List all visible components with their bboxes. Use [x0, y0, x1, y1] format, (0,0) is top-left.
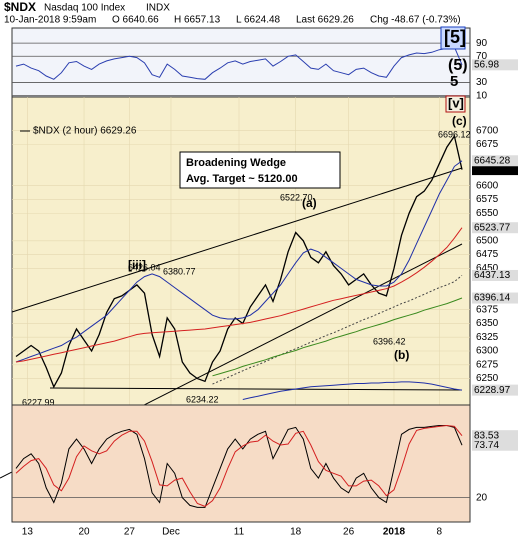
annotation: (a)	[302, 196, 317, 210]
trend-line	[11, 167, 463, 313]
y-tick-label: 10	[476, 90, 488, 101]
annotation: (5)	[448, 57, 468, 74]
y-tick-label: 6500	[476, 235, 499, 246]
note-box	[179, 151, 341, 189]
high: H 6657.13	[174, 15, 221, 26]
annotation: 6227.99	[22, 397, 55, 407]
x-tick-label: 27	[124, 527, 136, 538]
last-value-label: 6629.26	[474, 164, 511, 175]
wave-box	[445, 95, 466, 113]
x-tick-label: 11	[234, 527, 245, 538]
y-tick-label: 6375	[476, 304, 499, 315]
series-line	[242, 381, 463, 400]
x-tick-label: 2018	[383, 527, 406, 538]
x-tick-label: 8	[437, 527, 443, 538]
open: O 6640.66	[112, 15, 159, 26]
y-tick-label: 70	[476, 51, 488, 62]
y-tick-label: 6600	[476, 180, 499, 191]
note-text: Broadening Wedge	[186, 157, 286, 169]
panel	[11, 404, 471, 523]
y-tick-label: 6575	[476, 194, 499, 205]
last: Last 6629.26	[296, 15, 354, 26]
annotation: [iii]	[128, 258, 146, 272]
y-tick-label: 6250	[476, 373, 499, 384]
last-value-box	[472, 269, 518, 281]
index-name: Nasdaq 100 Index	[44, 3, 125, 14]
trend-line	[49, 387, 463, 391]
y-tick-label: 6700	[476, 125, 499, 136]
last-value-label: 6437.13	[474, 270, 511, 281]
series-line	[15, 227, 463, 363]
change: Chg -48.67 (-0.73%)	[370, 15, 461, 26]
annotation: (c)	[452, 114, 467, 128]
annotation: 5	[450, 73, 458, 90]
y-tick-label: 6350	[476, 318, 499, 329]
last-value-box	[472, 430, 518, 442]
date: 10-Jan-2018 9:59am	[4, 15, 96, 26]
last-value-label: 56.98	[474, 59, 499, 70]
y-tick-label: 90	[476, 38, 488, 49]
last-value-box	[472, 384, 518, 396]
last-value-label: 6228.97	[474, 385, 511, 396]
last-value-box	[472, 59, 518, 71]
x-tick-label: 13	[22, 527, 34, 538]
y-tick-label: 6475	[476, 249, 499, 260]
series-line	[15, 424, 463, 507]
annotation: 6522.70	[280, 192, 313, 202]
panel	[11, 27, 471, 98]
last-value-label: 6523.77	[474, 222, 511, 233]
series-line	[212, 297, 463, 377]
last-value-label: 73.74	[474, 440, 499, 451]
y-tick-label: 6275	[476, 359, 499, 370]
x-tick-label: Dec	[162, 527, 180, 538]
last-value-box	[472, 439, 518, 451]
y-tick-label: 6675	[476, 139, 499, 150]
y-tick-label: 6550	[476, 208, 499, 219]
last-value-label: 6396.14	[474, 293, 511, 304]
low: L 6624.48	[236, 15, 281, 26]
annotation: (b)	[394, 348, 409, 362]
annotation: [v]	[448, 95, 464, 110]
x-tick-label: 20	[78, 527, 90, 538]
series-line	[15, 134, 463, 389]
annotation: 6396.42	[373, 336, 406, 346]
x-tick-label: 26	[343, 527, 355, 538]
annotation: 6234.22	[186, 394, 219, 404]
last-value-box	[472, 164, 518, 176]
legend-label: $NDX (2 hour) 6629.26	[33, 126, 137, 137]
y-tick-label: 6300	[476, 346, 499, 357]
last-value-label: 6645.28	[474, 155, 511, 166]
x-tick-label: 18	[290, 527, 302, 538]
exchange: INDX	[146, 3, 170, 14]
annotation: 6426.04	[128, 262, 161, 272]
annotation: 6696.12	[438, 129, 471, 139]
annotation: 6380.77	[163, 266, 196, 276]
y-tick-label: 20	[476, 492, 488, 503]
y-tick-label: 6325	[476, 332, 499, 343]
last-value-label: 83.53	[474, 430, 499, 441]
note-text: Avg. Target ~ 5120.00	[186, 173, 298, 185]
series-line	[15, 425, 463, 508]
last-value-box	[472, 292, 518, 304]
y-tick-label: 30	[476, 77, 488, 88]
series-line	[15, 46, 463, 80]
last-value-box	[472, 155, 518, 167]
wave-box	[440, 26, 466, 50]
y-tick-label: 6450	[476, 263, 499, 274]
series-line	[212, 275, 463, 385]
annotation: [5]	[444, 27, 466, 47]
symbol: $NDX	[4, 0, 36, 14]
series-line	[15, 160, 463, 363]
last-value-box	[472, 222, 518, 234]
